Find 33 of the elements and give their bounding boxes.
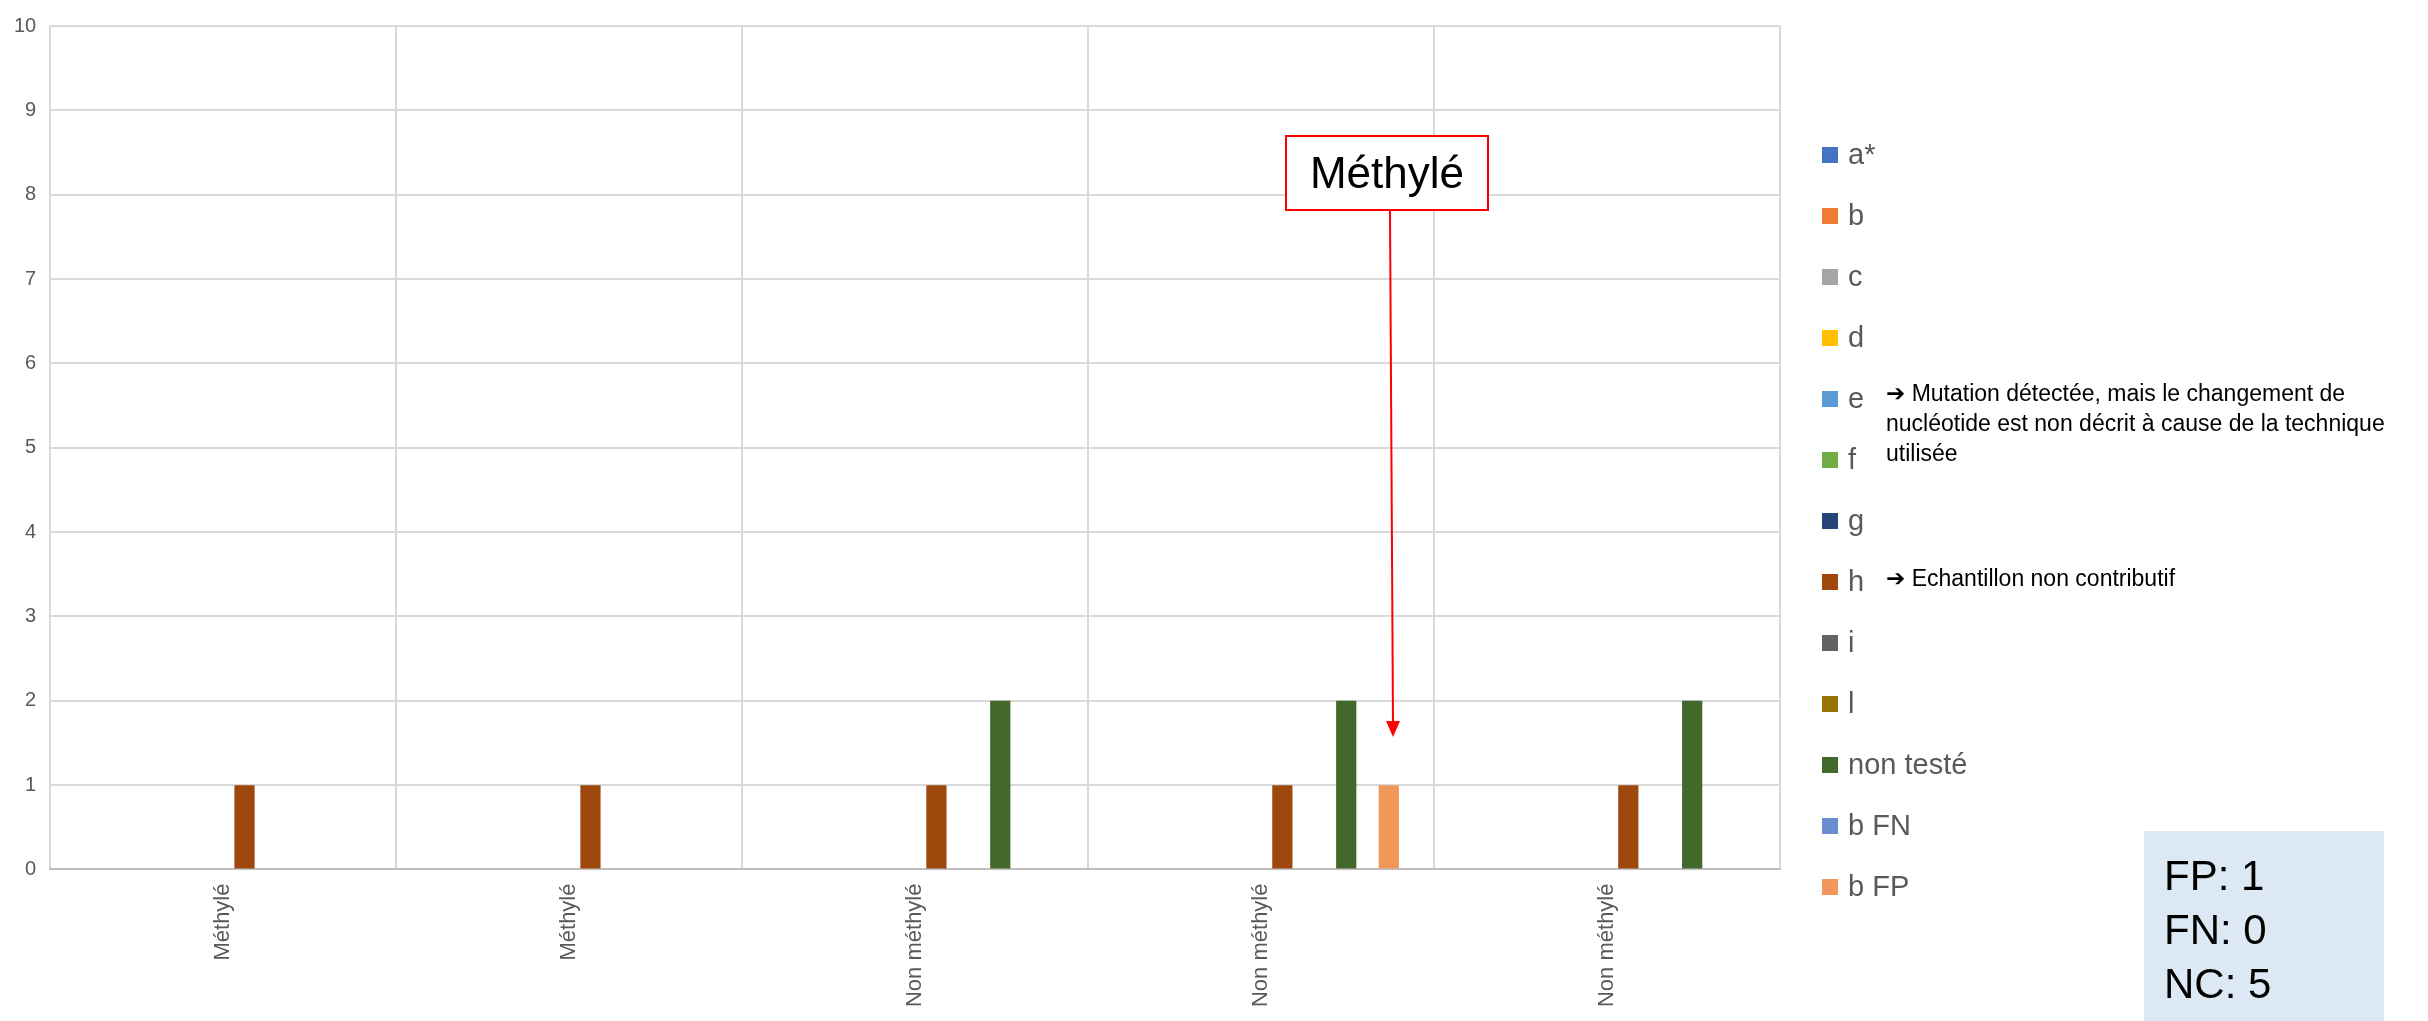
legend-label: a* bbox=[1848, 138, 1876, 171]
y-tick-label: 0 bbox=[25, 857, 37, 880]
x-tick-label: Non méthylé bbox=[1593, 883, 1619, 1008]
legend-label: c bbox=[1848, 260, 1863, 293]
y-tick-label: 2 bbox=[25, 688, 37, 711]
annotation: Méthylé bbox=[1285, 135, 1489, 211]
y-tick-label: 6 bbox=[25, 350, 37, 373]
legend-label: d bbox=[1848, 321, 1865, 354]
y-tick-label: 3 bbox=[25, 603, 37, 626]
legend-label: e bbox=[1848, 382, 1865, 415]
legend-label: non testé bbox=[1848, 748, 1968, 781]
y-tick-label: 5 bbox=[25, 435, 37, 458]
legend-label: f bbox=[1848, 443, 1857, 476]
y-tick-label: 7 bbox=[25, 266, 37, 289]
legend-label: l bbox=[1848, 687, 1855, 720]
legend-label: b bbox=[1848, 199, 1865, 232]
legend-label: b FP bbox=[1848, 870, 1910, 903]
y-tick-label: 8 bbox=[25, 182, 37, 205]
legend-label: i bbox=[1848, 626, 1855, 659]
x-tick-label: Non méthylé bbox=[1247, 883, 1273, 1008]
text: FP: 1 FN: 0 NC: 5 bbox=[2144, 831, 2384, 1021]
y-tick-label: 9 bbox=[25, 97, 37, 120]
x-tick-label: Méthylé bbox=[209, 883, 235, 961]
y-tick-label: 4 bbox=[25, 519, 37, 542]
text: ➔ Echantillon non contributif bbox=[1886, 565, 2177, 592]
x-tick-label: Non méthylé bbox=[901, 883, 927, 1008]
legend-label: b FN bbox=[1848, 809, 1911, 842]
y-tick-label: 1 bbox=[25, 772, 37, 795]
x-tick-label: Méthylé bbox=[555, 883, 581, 961]
text: ➔ Mutation détectée, mais le changement de nucléotide est non décrit à cause de la technique utilisée bbox=[1886, 379, 2386, 468]
legend-label: g bbox=[1848, 504, 1865, 537]
y-tick-label: 10 bbox=[14, 13, 37, 36]
legend-label: h bbox=[1848, 565, 1865, 598]
